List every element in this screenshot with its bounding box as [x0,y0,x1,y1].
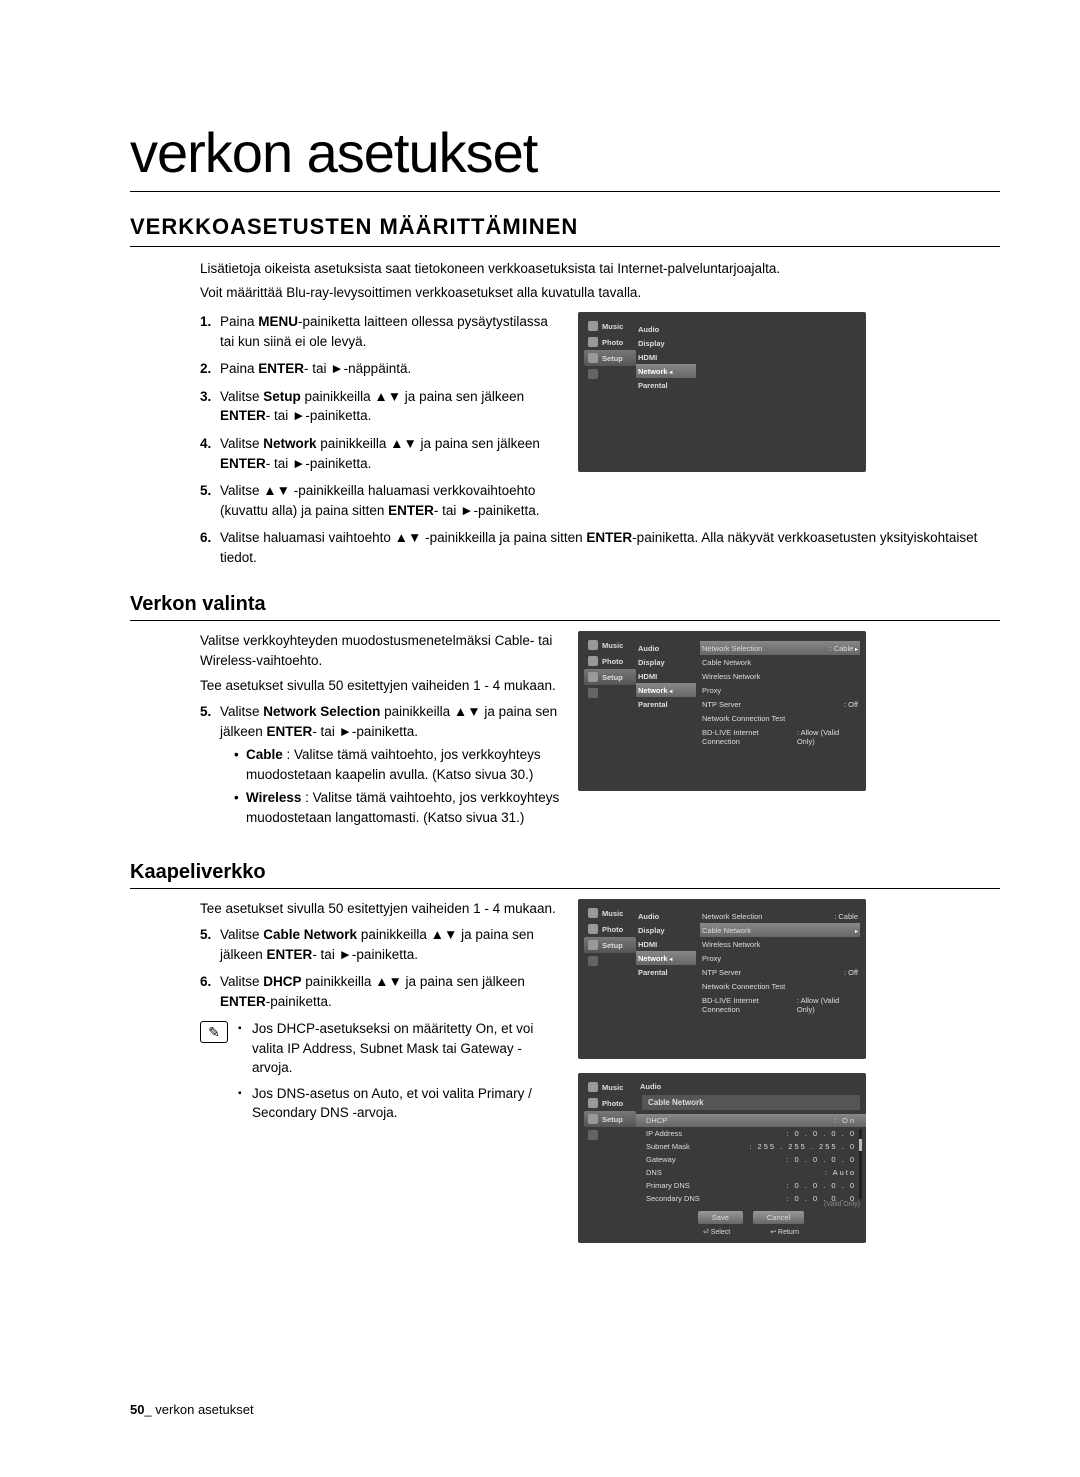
section-heading: VERKKOASETUSTEN MÄÄRITTÄMINEN [130,214,1000,247]
step-item: 6.Valitse haluamasi vaihtoehto ▲▼ -paini… [200,528,1000,567]
intro-paragraph: Lisätietoja oikeista asetuksista saat ti… [130,259,1000,279]
paragraph: Valitse verkkoyhteyden muodostusmenetelm… [130,631,560,670]
menu-mid-item[interactable]: Parental [636,965,696,979]
menu-main-item[interactable]: Network Connection Test [700,711,860,725]
bullet-cable: Cable : Valitse tämä vaihtoehto, jos ver… [234,745,560,784]
menu-side-item[interactable]: Music [584,905,636,921]
menu-mid-item[interactable]: Network [636,951,696,965]
paragraph: Tee asetukset sivulla 50 esitettyjen vai… [130,899,560,919]
menu-main-item[interactable]: Cable Network [700,923,860,937]
menu-main-item[interactable]: Proxy [700,683,860,697]
menu-main-item[interactable]: Network SelectionCable [700,641,860,655]
footer-return: ↩ Return [770,1228,799,1236]
menu-mid-item[interactable]: Parental [636,378,696,392]
footer-select: ⏎ Select [703,1228,730,1236]
step-item: 5.Valitse ▲▼ -painikkeilla haluamasi ver… [200,481,560,520]
menu-side-item[interactable]: Photo [584,1095,636,1111]
step-item: 6. Valitse DHCP painikkeilla ▲▼ ja paina… [200,972,560,1011]
menu-mid-item[interactable]: Display [636,655,696,669]
subsection-kaapeliverkko: Kaapeliverkko [130,861,1000,889]
cancel-button[interactable]: Cancel [753,1211,804,1224]
menu-main-item[interactable]: Wireless Network [700,937,860,951]
main-step-6-wrap: 6.Valitse haluamasi vaihtoehto ▲▼ -paini… [130,528,1000,567]
menu-mid-item[interactable]: Network [636,364,696,378]
form-row[interactable]: Primary DNS: 0 . 0 . 0 . 0 [636,1179,866,1192]
form-row[interactable]: DNS: Auto [636,1166,866,1179]
page-title: verkon asetukset [130,120,1000,192]
menu-mid-item[interactable]: Audio [636,322,696,336]
menu-side-item[interactable]: Photo [584,653,636,669]
menu-main-item[interactable]: BD-LIVE Internet ConnectionAllow (Valid … [700,725,860,739]
step-item: 4.Valitse Network painikkeilla ▲▼ ja pai… [200,434,560,473]
menu-side-item[interactable]: Music [584,318,636,334]
screenshot-network-selection: MusicPhotoSetup AudioDisplayHDMINetworkP… [578,631,866,791]
menu-main-item[interactable]: Proxy [700,951,860,965]
menu-mid-item[interactable]: HDMI [636,350,696,364]
step-item: 5. Valitse Cable Network painikkeilla ▲▼… [200,925,560,964]
menu-mid-item[interactable]: Display [636,923,696,937]
menu-mid-item[interactable]: HDMI [636,937,696,951]
menu-mid-item[interactable]: Audio [636,641,696,655]
save-button[interactable]: Save [698,1211,743,1224]
note-block: ✎ Jos DHCP-asetukseksi on määritetty On,… [130,1019,560,1129]
page-footer: 50_ verkon asetukset [130,1402,254,1417]
menu-mid-item[interactable]: HDMI [636,669,696,683]
menu-mid-item[interactable]: Parental [636,697,696,711]
menu-side-item[interactable] [584,685,636,701]
menu-side-item[interactable]: Setup [584,1111,636,1127]
form-row[interactable]: Subnet Mask: 255 . 255 . 255 . 0 [636,1140,866,1153]
menu-mid-item[interactable]: Audio [636,909,696,923]
menu-side-item[interactable] [584,953,636,969]
menu-side-item[interactable] [584,366,636,382]
menu-main-item[interactable]: NTP ServerOff [700,697,860,711]
bullet-wireless: Wireless : Valitse tämä vaihtoehto, jos … [234,788,560,827]
menu-main-item[interactable]: Cable Network [700,655,860,669]
note-icon: ✎ [200,1021,228,1043]
step-item: 5. Valitse Network Selection painikkeill… [200,702,560,827]
form-row[interactable]: DHCP: On [636,1114,866,1127]
main-steps: 1.Paina MENU-painiketta laitteen ollessa… [130,312,560,520]
menu-main-item[interactable]: Network SelectionCable [700,909,860,923]
screenshot-cable-network-form: MusicPhotoSetup Audio Cable Network DHCP… [578,1073,866,1243]
menu-mid-item[interactable]: Display [636,336,696,350]
menu-side-item[interactable] [584,1127,636,1143]
note-item: Jos DHCP-asetukseksi on määritetty On, e… [238,1019,560,1078]
form-header: Cable Network [642,1095,860,1110]
step-item: 3.Valitse Setup painikkeilla ▲▼ ja paina… [200,387,560,426]
menu-main-item[interactable]: Wireless Network [700,669,860,683]
form-row[interactable]: IP Address: 0 . 0 . 0 . 0 [636,1127,866,1140]
subsection-verkon-valinta: Verkon valinta [130,593,1000,621]
menu-side-item[interactable]: Music [584,1079,636,1095]
paragraph: Tee asetukset sivulla 50 esitettyjen vai… [130,676,560,696]
menu-main-item[interactable]: Network Connection Test [700,979,860,993]
step-item: 2.Paina ENTER- tai ►-näppäintä. [200,359,560,379]
intro-paragraph: Voit määrittää Blu-ray-levysoittimen ver… [130,283,1000,303]
screenshot-setup-network: MusicPhotoSetup AudioDisplayHDMINetworkP… [578,312,866,472]
menu-main-item[interactable]: BD-LIVE Internet ConnectionAllow (Valid … [700,993,860,1007]
scrollbar[interactable] [859,1129,862,1199]
form-row[interactable]: Gateway: 0 . 0 . 0 . 0 [636,1153,866,1166]
menu-side-item[interactable]: Setup [584,937,636,953]
menu-mid-item[interactable]: Network [636,683,696,697]
menu-side-item[interactable]: Music [584,637,636,653]
step-item: 1.Paina MENU-painiketta laitteen ollessa… [200,312,560,351]
menu-side-item[interactable]: Photo [584,334,636,350]
side-note: (Valid Only) [824,1201,860,1208]
menu-main-item[interactable]: NTP ServerOff [700,965,860,979]
note-item: Jos DNS-asetus on Auto, et voi valita Pr… [238,1084,560,1123]
menu-side-item[interactable]: Setup [584,350,636,366]
screenshot-cable-network: MusicPhotoSetup AudioDisplayHDMINetworkP… [578,899,866,1059]
menu-side-item[interactable]: Setup [584,669,636,685]
menu-side-item[interactable]: Photo [584,921,636,937]
